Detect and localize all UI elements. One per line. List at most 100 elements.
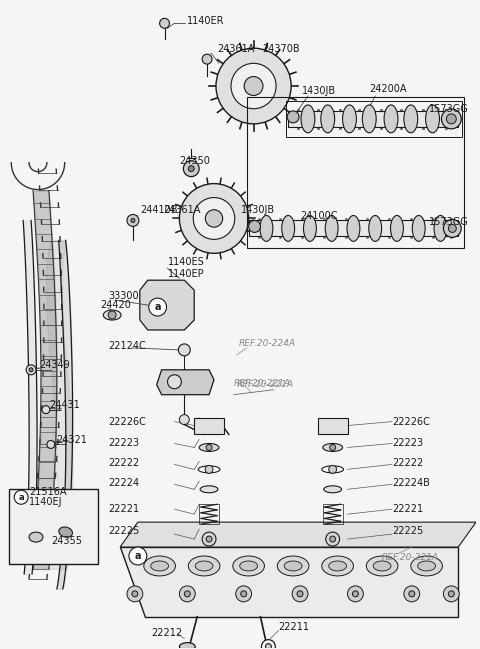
Circle shape (348, 586, 363, 602)
Text: 22223: 22223 (392, 439, 423, 448)
Ellipse shape (343, 105, 357, 133)
Circle shape (129, 547, 147, 565)
Circle shape (352, 591, 359, 597)
Bar (318, 417, 348, 434)
Text: REF.20-221A: REF.20-221A (237, 380, 294, 389)
Ellipse shape (198, 466, 220, 473)
Bar (9, 489, 98, 564)
Text: 1140EJ: 1140EJ (29, 497, 62, 508)
Ellipse shape (29, 532, 43, 542)
Text: 22224B: 22224B (392, 478, 430, 488)
Ellipse shape (412, 215, 425, 241)
Ellipse shape (434, 215, 447, 241)
Circle shape (179, 344, 190, 356)
Circle shape (446, 114, 456, 124)
Circle shape (409, 591, 415, 597)
Circle shape (326, 532, 339, 546)
Circle shape (244, 77, 263, 95)
Circle shape (216, 48, 291, 124)
Circle shape (47, 441, 55, 448)
Text: a: a (18, 493, 24, 502)
Circle shape (297, 591, 303, 597)
Ellipse shape (321, 105, 335, 133)
Text: 22222: 22222 (108, 458, 140, 469)
Text: 1140EP: 1140EP (168, 269, 204, 279)
Bar (249, 221, 458, 236)
Text: 22124C: 22124C (108, 341, 146, 351)
Text: 22224: 22224 (108, 478, 139, 488)
Circle shape (127, 586, 143, 602)
Ellipse shape (303, 215, 316, 241)
Ellipse shape (322, 466, 344, 473)
Circle shape (193, 197, 235, 239)
Polygon shape (156, 370, 214, 395)
Bar (288, 111, 458, 127)
Ellipse shape (103, 310, 121, 320)
Circle shape (240, 591, 247, 597)
Text: 22225: 22225 (392, 526, 423, 536)
Circle shape (444, 586, 459, 602)
Circle shape (265, 644, 271, 649)
Ellipse shape (324, 486, 342, 493)
Circle shape (206, 445, 212, 450)
Circle shape (42, 406, 50, 413)
Circle shape (206, 536, 212, 542)
Ellipse shape (411, 556, 443, 576)
Polygon shape (120, 547, 458, 617)
Text: 22223: 22223 (108, 439, 139, 448)
Circle shape (292, 586, 308, 602)
Text: 1573GG: 1573GG (429, 217, 468, 227)
Ellipse shape (373, 561, 391, 571)
Ellipse shape (369, 215, 382, 241)
Polygon shape (120, 522, 476, 547)
Circle shape (108, 311, 116, 319)
Circle shape (131, 219, 135, 223)
Circle shape (180, 415, 189, 424)
Text: 24321: 24321 (56, 435, 87, 445)
Ellipse shape (199, 443, 219, 452)
Text: 24361A: 24361A (164, 206, 201, 215)
Text: 24200A: 24200A (369, 84, 407, 94)
Ellipse shape (362, 105, 376, 133)
Circle shape (444, 219, 461, 238)
Text: 1430JB: 1430JB (240, 206, 275, 215)
Text: 22226C: 22226C (108, 417, 146, 426)
Circle shape (330, 536, 336, 542)
Text: 24431: 24431 (49, 400, 80, 410)
Ellipse shape (195, 561, 213, 571)
Text: 1573GG: 1573GG (429, 104, 468, 114)
Bar (286, 101, 462, 137)
Circle shape (236, 586, 252, 602)
Text: REF.20-224A: REF.20-224A (239, 339, 296, 349)
Circle shape (249, 221, 261, 232)
Circle shape (287, 111, 299, 123)
Circle shape (127, 214, 139, 227)
Circle shape (149, 298, 167, 316)
Text: 24410B: 24410B (140, 206, 177, 215)
Text: 1430JB: 1430JB (302, 86, 336, 96)
Circle shape (14, 490, 28, 504)
Circle shape (329, 465, 336, 473)
Circle shape (180, 184, 249, 253)
Circle shape (180, 586, 195, 602)
Circle shape (184, 591, 190, 597)
Text: REF.20-221A: REF.20-221A (234, 379, 291, 388)
Text: REF.20-221A: REF.20-221A (382, 552, 439, 561)
Circle shape (205, 210, 223, 227)
Circle shape (202, 532, 216, 546)
Ellipse shape (233, 556, 264, 576)
Text: 22221: 22221 (392, 504, 423, 514)
Text: 1140ER: 1140ER (187, 16, 225, 27)
Circle shape (29, 368, 33, 372)
Circle shape (188, 165, 194, 171)
Text: 24420: 24420 (100, 300, 131, 310)
Ellipse shape (200, 486, 218, 493)
Circle shape (202, 54, 212, 64)
Text: 24370B: 24370B (263, 44, 300, 54)
Text: 22221: 22221 (108, 504, 139, 514)
Circle shape (442, 109, 461, 129)
Ellipse shape (329, 561, 347, 571)
Ellipse shape (151, 561, 168, 571)
Ellipse shape (426, 105, 440, 133)
Ellipse shape (384, 105, 398, 133)
